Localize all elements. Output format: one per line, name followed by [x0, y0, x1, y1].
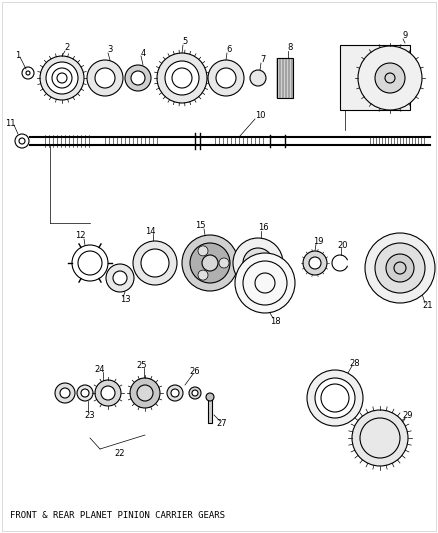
- Text: 10: 10: [255, 111, 265, 120]
- Circle shape: [81, 389, 89, 397]
- Circle shape: [243, 248, 273, 278]
- Text: 25: 25: [137, 360, 147, 369]
- Circle shape: [315, 378, 355, 418]
- Circle shape: [157, 53, 207, 103]
- Text: 20: 20: [338, 240, 348, 249]
- Text: 14: 14: [145, 227, 155, 236]
- Circle shape: [87, 60, 123, 96]
- Text: 12: 12: [75, 230, 85, 239]
- Circle shape: [198, 246, 208, 256]
- Text: 29: 29: [403, 411, 413, 421]
- Circle shape: [95, 68, 115, 88]
- Text: 15: 15: [195, 221, 205, 230]
- Text: 4: 4: [140, 49, 145, 58]
- Text: 28: 28: [350, 359, 360, 367]
- Circle shape: [309, 257, 321, 269]
- Text: 13: 13: [120, 295, 131, 304]
- Text: 8: 8: [287, 44, 293, 52]
- Circle shape: [40, 56, 84, 100]
- Circle shape: [375, 243, 425, 293]
- Circle shape: [386, 254, 414, 282]
- Circle shape: [375, 63, 405, 93]
- Circle shape: [208, 60, 244, 96]
- Text: 23: 23: [85, 410, 95, 419]
- Circle shape: [60, 388, 70, 398]
- Circle shape: [171, 389, 179, 397]
- Circle shape: [95, 380, 121, 406]
- Circle shape: [167, 385, 183, 401]
- Circle shape: [307, 370, 363, 426]
- Text: FRONT & REAR PLANET PINION CARRIER GEARS: FRONT & REAR PLANET PINION CARRIER GEARS: [10, 511, 225, 520]
- Text: 3: 3: [107, 45, 113, 54]
- Bar: [208, 399, 212, 423]
- Circle shape: [303, 251, 327, 275]
- Text: 18: 18: [270, 317, 280, 326]
- Circle shape: [165, 61, 199, 95]
- Circle shape: [46, 62, 78, 94]
- Circle shape: [190, 243, 230, 283]
- Circle shape: [77, 385, 93, 401]
- Text: 26: 26: [190, 367, 200, 376]
- Bar: [340, 45, 410, 110]
- Text: 6: 6: [226, 45, 232, 54]
- Circle shape: [55, 383, 75, 403]
- Text: 5: 5: [182, 37, 187, 46]
- Text: 2: 2: [64, 44, 70, 52]
- Circle shape: [233, 238, 283, 288]
- Circle shape: [125, 65, 151, 91]
- Text: 19: 19: [313, 237, 323, 246]
- Circle shape: [192, 390, 198, 396]
- Text: 7: 7: [260, 55, 266, 64]
- Circle shape: [113, 271, 127, 285]
- Circle shape: [137, 385, 153, 401]
- Circle shape: [206, 393, 214, 401]
- Text: 16: 16: [258, 223, 268, 232]
- Circle shape: [131, 71, 145, 85]
- Circle shape: [250, 70, 266, 86]
- Circle shape: [235, 253, 295, 313]
- Circle shape: [358, 46, 422, 110]
- Circle shape: [365, 233, 435, 303]
- Text: 27: 27: [217, 418, 227, 427]
- Text: 22: 22: [115, 448, 125, 457]
- Circle shape: [219, 258, 229, 268]
- Text: 24: 24: [95, 365, 105, 374]
- Bar: [277, 58, 293, 98]
- Circle shape: [101, 386, 115, 400]
- Circle shape: [133, 241, 177, 285]
- Circle shape: [352, 410, 408, 466]
- Text: 1: 1: [15, 51, 21, 60]
- Circle shape: [106, 264, 134, 292]
- Text: 21: 21: [423, 302, 433, 311]
- Text: 9: 9: [403, 31, 408, 41]
- Circle shape: [216, 68, 236, 88]
- Circle shape: [141, 249, 169, 277]
- Circle shape: [202, 255, 218, 271]
- Circle shape: [198, 270, 208, 280]
- Circle shape: [130, 378, 160, 408]
- Circle shape: [189, 387, 201, 399]
- Text: 11: 11: [5, 118, 15, 127]
- Circle shape: [182, 235, 238, 291]
